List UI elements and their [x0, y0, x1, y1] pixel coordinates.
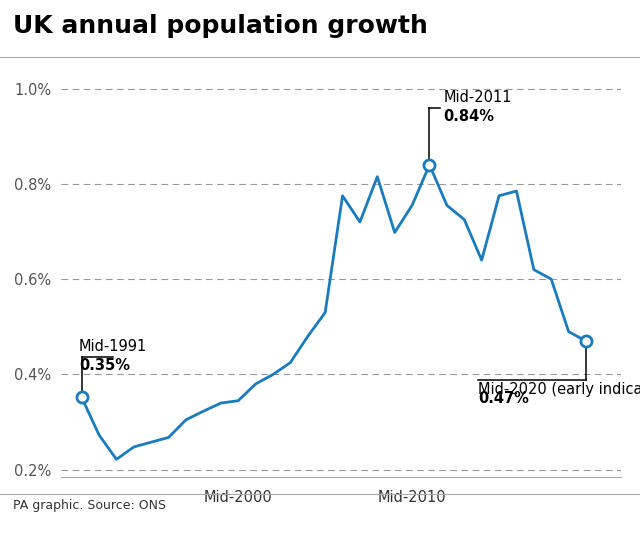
Text: 0.84%: 0.84% [444, 109, 495, 124]
Text: Mid-2011: Mid-2011 [444, 90, 512, 105]
Text: Mid-1991: Mid-1991 [79, 339, 147, 354]
Text: 0.47%: 0.47% [478, 391, 529, 406]
Text: UK annual population growth: UK annual population growth [13, 14, 428, 37]
Text: 0.35%: 0.35% [79, 358, 130, 373]
Text: Mid-2020 (early indicator): Mid-2020 (early indicator) [478, 382, 640, 397]
Text: PA graphic. Source: ONS: PA graphic. Source: ONS [13, 499, 166, 512]
